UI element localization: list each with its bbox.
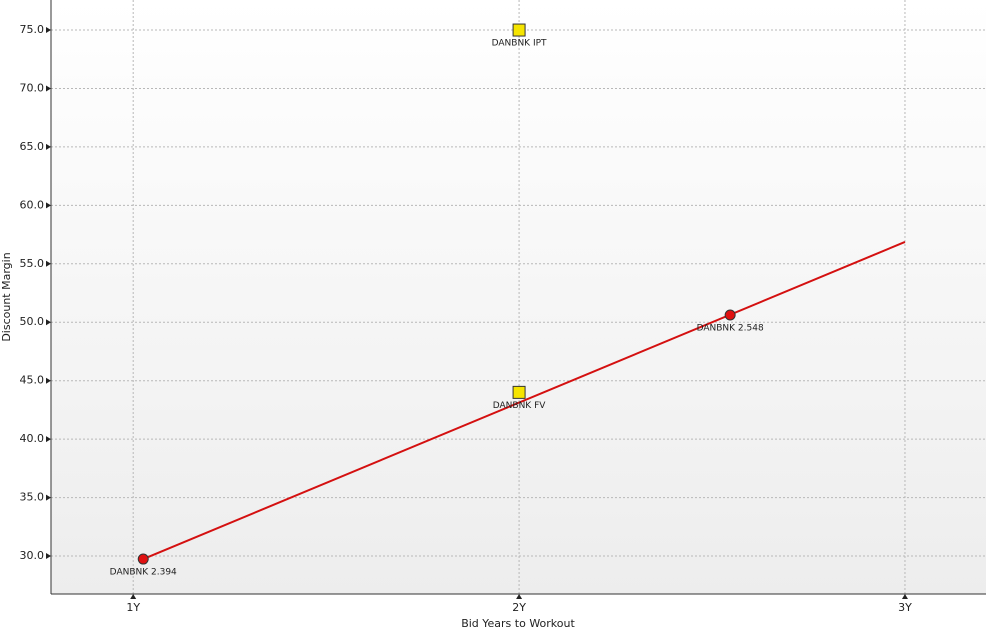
point-label: DANBNK IPT bbox=[492, 39, 547, 49]
tick-mark bbox=[46, 553, 51, 560]
plot-area bbox=[51, 0, 986, 594]
tick-mark bbox=[46, 85, 51, 92]
plot-layer: DANBNK 2.394 DANBNK 2.548 DANBNK IPT DANBNK… bbox=[51, 0, 986, 594]
y-tick-label: 65.0 bbox=[20, 140, 45, 153]
y-tick-label: 55.0 bbox=[20, 257, 45, 270]
tick-mark bbox=[46, 202, 51, 209]
y-tick-label: 60.0 bbox=[20, 198, 45, 211]
point-label: DANBNK FV bbox=[493, 401, 547, 411]
tick-mark bbox=[46, 143, 51, 150]
y-tick-label: 70.0 bbox=[20, 81, 45, 94]
point-label: DANBNK 2.548 bbox=[697, 324, 764, 334]
tick-mark bbox=[901, 594, 908, 599]
x-tick-label: 2Y bbox=[512, 601, 526, 614]
point bbox=[512, 385, 526, 399]
point bbox=[512, 23, 526, 37]
y-tick-label: 50.0 bbox=[20, 315, 45, 328]
y-tick-label: 35.0 bbox=[20, 491, 45, 504]
point-label: DANBNK 2.394 bbox=[110, 568, 177, 578]
tick-mark bbox=[46, 494, 51, 501]
point bbox=[724, 309, 736, 321]
trend-line bbox=[142, 241, 906, 560]
point bbox=[137, 553, 149, 565]
y-tick-label: 40.0 bbox=[20, 432, 45, 445]
tick-mark bbox=[516, 594, 523, 599]
tick-mark bbox=[130, 594, 137, 599]
x-tick-label: 1Y bbox=[126, 601, 140, 614]
tick-mark bbox=[46, 436, 51, 443]
x-tick-label: 3Y bbox=[898, 601, 912, 614]
tick-mark bbox=[46, 377, 51, 384]
tick-mark bbox=[46, 319, 51, 326]
y-tick-label: 30.0 bbox=[20, 549, 45, 562]
tick-mark bbox=[46, 27, 51, 34]
x-axis-title: Bid Years to Workout bbox=[461, 617, 575, 630]
tick-mark bbox=[46, 260, 51, 267]
y-tick-label: 75.0 bbox=[20, 23, 45, 36]
y-tick-label: 45.0 bbox=[20, 374, 45, 387]
y-axis-title: Discount Margin bbox=[0, 252, 13, 341]
